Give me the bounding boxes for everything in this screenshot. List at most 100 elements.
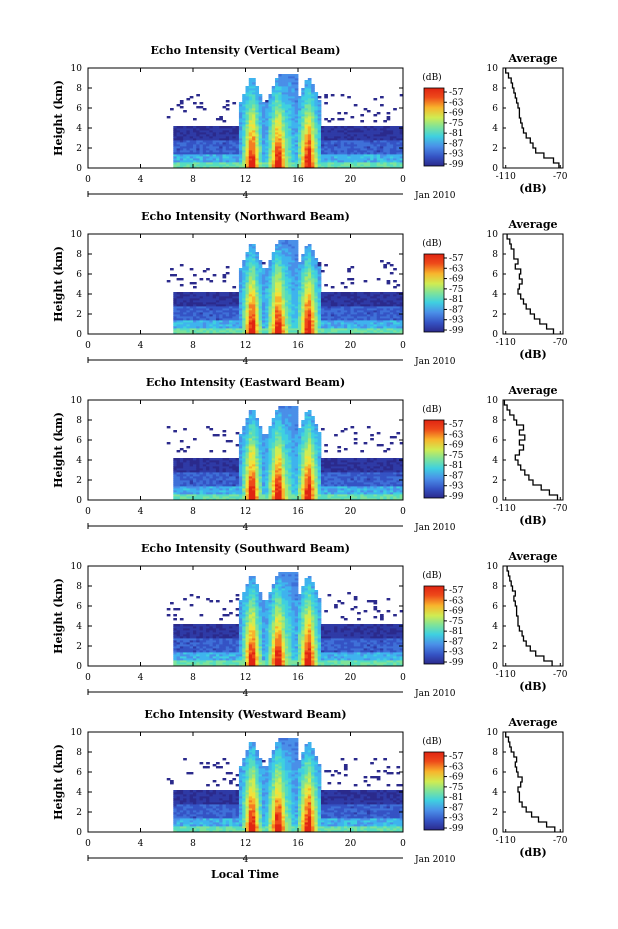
heatmap-cell: [179, 308, 184, 311]
heatmap-cell: [317, 156, 322, 159]
heatmap-cell: [383, 322, 387, 325]
heatmap-cell: [304, 322, 309, 325]
heatmap-cell: [179, 318, 184, 321]
heatmap-cell: [281, 128, 286, 131]
heatmap-cell: [383, 306, 387, 309]
heatmap-cell: [189, 142, 194, 145]
heatmap-cell: [193, 130, 197, 133]
heatmap-cell: [176, 462, 181, 465]
heatmap-cell: [252, 412, 256, 415]
heatmap-cell: [278, 276, 282, 279]
heatmap-cell: [275, 144, 279, 147]
heatmap-cell: [265, 158, 269, 161]
heatmap-cell: [301, 280, 305, 283]
heatmap-cell: [399, 310, 404, 313]
heatmap-cell: [275, 252, 279, 255]
heatmap-cell: [284, 162, 289, 165]
heatmap-cell: [219, 498, 223, 501]
heatmap-cell: [219, 330, 223, 333]
heatmap-cell: [173, 152, 177, 155]
heatmap-cell: [347, 316, 351, 319]
heatmap-cell: [173, 138, 177, 141]
heatmap-cell: [189, 494, 194, 497]
heatmap-cell: [255, 330, 260, 333]
heatmap-cell: [229, 328, 233, 331]
heatmap-cell: [196, 302, 200, 305]
heatmap-cell: [330, 294, 335, 297]
heatmap-cell: [327, 318, 332, 321]
heatmap-cell: [363, 300, 368, 303]
heatmap-cell: [183, 294, 187, 297]
heatmap-cell: [189, 96, 194, 99]
heatmap-cell: [173, 328, 177, 331]
heatmap-cell: [317, 110, 322, 113]
heatmap-cell: [343, 294, 348, 297]
heatmap-cell: [193, 302, 197, 305]
heatmap-cell: [294, 258, 299, 261]
heatmap-cell: [288, 156, 292, 159]
heatmap-cell: [248, 120, 253, 123]
heatmap-cell: [298, 158, 302, 161]
heatmap-cell: [232, 148, 237, 151]
heatmap-cell: [235, 144, 240, 147]
heatmap-cell: [245, 92, 250, 95]
heatmap-cell: [399, 314, 404, 317]
heatmap-cell: [360, 294, 365, 297]
heatmap-cell: [304, 264, 309, 267]
heatmap-cell: [327, 304, 332, 307]
heatmap-cell: [206, 134, 210, 137]
heatmap-cell: [206, 470, 210, 473]
heatmap-cell: [242, 158, 246, 161]
heatmap-cell: [291, 100, 296, 103]
heatmap-cell: [393, 166, 397, 169]
heatmap-cell: [311, 314, 315, 317]
heatmap-cell: [320, 162, 325, 165]
heatmap-cell: [265, 154, 269, 157]
heatmap-cell: [238, 490, 243, 493]
heatmap-cell: [304, 102, 309, 105]
heatmap-cell: [268, 126, 273, 129]
heatmap-cell: [215, 152, 220, 155]
heatmap-cell: [311, 324, 315, 327]
heatmap-cell: [245, 488, 250, 491]
heatmap-cell: [206, 160, 210, 163]
heatmap-cell: [320, 164, 325, 167]
heatmap-cell: [304, 100, 309, 103]
heatmap-cell: [245, 328, 250, 331]
heatmap-cell: [284, 140, 289, 143]
heatmap-cell: [271, 270, 276, 273]
heatmap-cell: [248, 496, 253, 499]
heatmap-cell: [255, 430, 260, 433]
heatmap-cell: [343, 140, 348, 143]
heatmap-cell: [232, 468, 237, 471]
heatmap-cell: [363, 292, 368, 295]
heatmap-cell: [179, 460, 184, 463]
heatmap-cell: [337, 156, 342, 159]
heatmap-cell: [235, 464, 240, 467]
heatmap-cell: [291, 326, 296, 329]
heatmap-cell: [229, 320, 233, 323]
heatmap-cell: [202, 464, 207, 467]
heatmap-cell: [366, 158, 371, 161]
heatmap-cell: [265, 146, 269, 149]
heatmap-cell: [196, 462, 200, 465]
heatmap-cell: [235, 474, 240, 477]
heatmap-cell: [281, 112, 286, 115]
heatmap-cell: [268, 266, 273, 269]
heatmap-cell: [248, 102, 253, 105]
heatmap-cell: [366, 326, 371, 329]
heatmap-cell: [255, 274, 260, 277]
heatmap-cell: [209, 494, 214, 497]
heatmap-cell: [284, 78, 289, 81]
heatmap-cell: [334, 162, 338, 165]
heatmap-cell: [281, 76, 286, 79]
heatmap-cell: [337, 162, 342, 165]
heatmap-cell: [222, 474, 227, 477]
heatmap-cell: [324, 128, 328, 131]
heatmap-cell: [196, 318, 200, 321]
heatmap-cell: [386, 164, 391, 167]
heatmap-cell: [225, 304, 230, 307]
heatmap-cell: [275, 108, 279, 111]
heatmap-cell: [245, 132, 250, 135]
heatmap-cell: [324, 96, 328, 99]
